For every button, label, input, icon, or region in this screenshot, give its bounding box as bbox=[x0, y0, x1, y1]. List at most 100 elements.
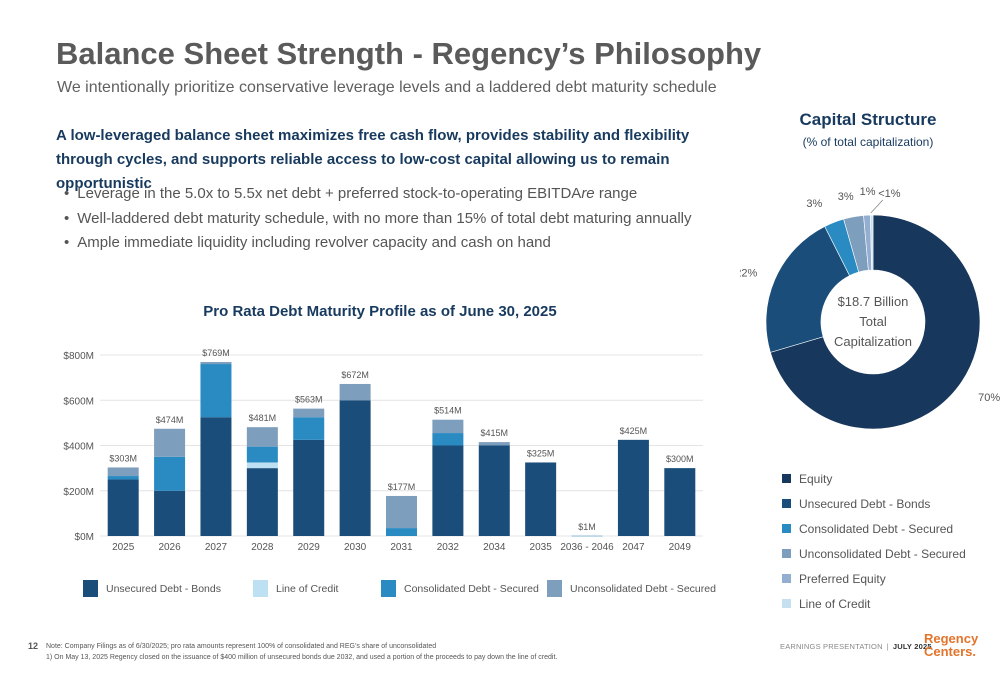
donut-center-label: Total bbox=[859, 314, 887, 329]
bar-total-label: $1M bbox=[578, 522, 596, 532]
legend-item-unsecured: Unsecured Debt - Bonds bbox=[782, 491, 966, 516]
legend-item-consolidated: Consolidated Debt - Secured bbox=[782, 516, 966, 541]
bar-segment bbox=[339, 383, 371, 401]
page-title: Balance Sheet Strength - Regency’s Philo… bbox=[56, 36, 762, 71]
bullet-item: Ample immediate liquidity including revo… bbox=[64, 231, 692, 256]
x-tick-label: 2047 bbox=[622, 542, 645, 553]
bar-total-label: $481M bbox=[249, 413, 277, 423]
bar-segment bbox=[246, 468, 278, 536]
bar-segment bbox=[293, 408, 325, 418]
donut-slice-label: <1% bbox=[878, 188, 901, 200]
bar-segment bbox=[154, 490, 186, 536]
donut-slice bbox=[770, 214, 981, 430]
y-tick-label: $400M bbox=[63, 442, 94, 453]
y-tick-label: $0M bbox=[75, 532, 94, 543]
bar-segment bbox=[571, 535, 603, 537]
legend-item-unconsolidated: Unconsolidated Debt - Secured bbox=[547, 580, 716, 597]
x-tick-label: 2035 bbox=[530, 542, 553, 553]
bar-segment bbox=[664, 468, 696, 536]
bar-total-label: $177M bbox=[388, 482, 416, 492]
donut-center-label: Capitalization bbox=[834, 334, 912, 349]
bar-total-label: $415M bbox=[481, 428, 509, 438]
bar-total-label: $303M bbox=[109, 453, 137, 463]
capital-structure-donut: 70% 22% 3% 3% 1%<1% $18.7 Billion Total Capital… bbox=[740, 186, 1000, 430]
legend-item-unconsolidated: Unconsolidated Debt - Secured bbox=[782, 541, 966, 566]
bar-segment bbox=[339, 400, 371, 536]
donut-legend: Equity Unsecured Debt - Bonds Consolidat… bbox=[782, 466, 966, 616]
bullet-item: Leverage in the 5.0x to 5.5x net debt + … bbox=[64, 182, 692, 207]
bar-segment bbox=[617, 439, 649, 536]
page-subtitle: We intentionally prioritize conservative… bbox=[57, 79, 717, 96]
bar-segment bbox=[432, 433, 464, 446]
legend-swatch bbox=[782, 499, 791, 508]
bar-total-label: $425M bbox=[620, 426, 648, 436]
bar-total-label: $300M bbox=[666, 454, 694, 464]
bar-segment bbox=[293, 417, 325, 440]
legend-swatch bbox=[782, 574, 791, 583]
legend-item-preferred: Preferred Equity bbox=[782, 566, 966, 591]
x-tick-label: 2036 - 2046 bbox=[560, 542, 614, 553]
bar-segment bbox=[478, 442, 510, 446]
y-tick-label: $200M bbox=[63, 487, 94, 498]
x-tick-label: 2049 bbox=[669, 542, 692, 553]
bar-segment bbox=[154, 456, 186, 491]
bar-segment bbox=[246, 427, 278, 447]
legend-swatch bbox=[782, 549, 791, 558]
bar-segment bbox=[200, 417, 232, 536]
footnotes: Note: Company Filings as of 6/30/2025; p… bbox=[46, 641, 557, 663]
donut-slice-label: 22% bbox=[740, 267, 757, 279]
footnote: 1) On May 13, 2025 Regency closed on the… bbox=[46, 654, 558, 661]
bar-chart-legend: Unsecured Debt - Bonds Line of Credit Co… bbox=[0, 580, 760, 600]
y-tick-label: $600M bbox=[63, 396, 94, 407]
bar-total-label: $514M bbox=[434, 406, 462, 416]
bar-segment bbox=[432, 419, 464, 434]
bar-segment bbox=[386, 495, 417, 529]
legend-item-unsecured: Unsecured Debt - Bonds bbox=[83, 580, 221, 597]
debt-maturity-chart: $800M $600M $400M $200M $0M $303M 2025 $474M 202… bbox=[63, 348, 703, 553]
bar-segment bbox=[478, 445, 510, 536]
legend-item-equity: Equity bbox=[782, 466, 966, 491]
x-tick-label: 2026 bbox=[158, 542, 181, 553]
donut-slice-label: 70% bbox=[978, 392, 1000, 404]
y-tick-label: $800M bbox=[63, 351, 94, 362]
donut-slice-label: 3% bbox=[806, 198, 822, 210]
bar-total-label: $325M bbox=[527, 448, 555, 458]
bar-segment bbox=[200, 362, 232, 365]
legend-item-line-of-credit: Line of Credit bbox=[253, 580, 338, 597]
legend-swatch bbox=[83, 580, 98, 597]
regency-centers-logo: Regency Centers. bbox=[924, 631, 979, 659]
bar-total-label: $474M bbox=[156, 415, 184, 425]
capital-structure-title: Capital Structure bbox=[799, 110, 937, 129]
capital-structure-subtitle: (% of total capitalization) bbox=[802, 135, 934, 149]
bar-segment bbox=[107, 479, 139, 536]
bar-total-label: $563M bbox=[295, 395, 323, 405]
bar-segment bbox=[293, 439, 325, 536]
legend-item-line-of-credit: Line of Credit bbox=[782, 591, 966, 616]
donut-slice bbox=[765, 226, 850, 353]
x-tick-label: 2031 bbox=[390, 542, 413, 553]
legend-swatch bbox=[381, 580, 396, 597]
bar-segment bbox=[154, 428, 186, 457]
bar-segment bbox=[107, 476, 139, 480]
x-tick-label: 2028 bbox=[251, 542, 274, 553]
footer-label: EARNINGS PRESENTATION | JULY 2025 bbox=[780, 642, 932, 651]
bar-segment bbox=[525, 462, 557, 536]
donut-center-label: $18.7 Billion bbox=[838, 294, 909, 309]
x-tick-label: 2025 bbox=[112, 542, 135, 553]
x-tick-label: 2032 bbox=[437, 542, 460, 553]
x-tick-label: 2030 bbox=[344, 542, 367, 553]
legend-item-consolidated: Consolidated Debt - Secured bbox=[381, 580, 539, 597]
bar-segment bbox=[107, 467, 139, 477]
page-number: 12 bbox=[28, 641, 39, 651]
bar-total-label: $672M bbox=[341, 370, 369, 380]
donut-slice bbox=[869, 214, 874, 271]
bar-segment bbox=[386, 528, 417, 536]
bullet-item: Well-laddered debt maturity schedule, wi… bbox=[64, 207, 691, 232]
bar-segment bbox=[246, 462, 278, 469]
bar-total-label: $769M bbox=[202, 348, 230, 358]
bar-segment bbox=[432, 445, 464, 536]
legend-swatch bbox=[782, 524, 791, 533]
donut-slice-label: 3% bbox=[838, 191, 854, 203]
bar-chart-title: Pro Rata Debt Maturity Profile as of Jun… bbox=[203, 303, 557, 320]
leader-line bbox=[870, 199, 884, 214]
